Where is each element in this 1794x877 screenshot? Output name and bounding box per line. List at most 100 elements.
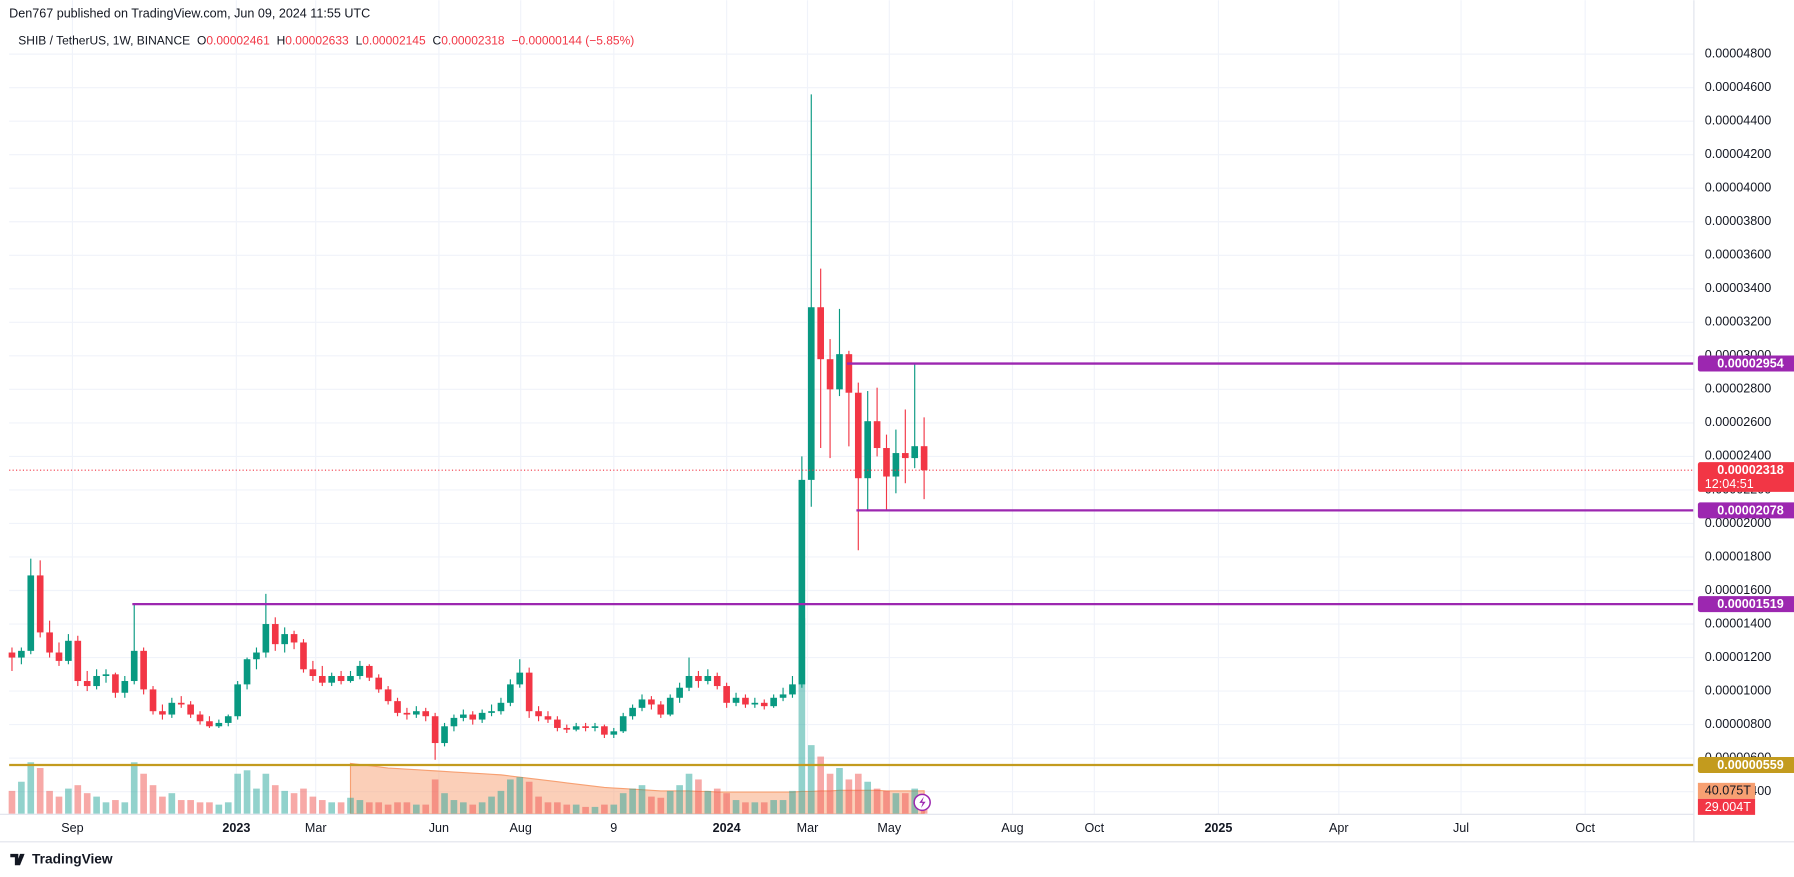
x-tick-label: Aug bbox=[510, 821, 532, 835]
legend-value: 0.00002318 bbox=[441, 34, 505, 48]
brand-logo: TradingView bbox=[10, 852, 113, 867]
volume-bar bbox=[281, 790, 288, 814]
volume-bar bbox=[365, 802, 373, 814]
volume-bar bbox=[826, 773, 834, 814]
candle-body bbox=[685, 675, 693, 688]
volume-bar bbox=[760, 802, 768, 814]
volume-bar bbox=[121, 802, 129, 814]
volume-bar bbox=[290, 793, 298, 814]
y-tick-label: 0.00001200 bbox=[1705, 650, 1771, 664]
x-tick-label: Apr bbox=[1329, 821, 1349, 835]
candle-body bbox=[431, 716, 439, 744]
volume-ma-label: 40.075T bbox=[1705, 784, 1751, 798]
volume-bar bbox=[384, 804, 392, 814]
grid bbox=[9, 0, 1694, 814]
candle-body bbox=[102, 674, 110, 676]
candle-body bbox=[55, 652, 63, 661]
candle-body bbox=[582, 726, 589, 728]
x-tick-label: 2023 bbox=[222, 821, 250, 835]
candle-body bbox=[864, 421, 872, 479]
candle-body bbox=[253, 652, 260, 660]
volume-bar bbox=[403, 802, 411, 814]
candle-body bbox=[140, 650, 147, 690]
candle-body bbox=[262, 624, 270, 653]
candle-body bbox=[826, 359, 834, 390]
candle-body bbox=[488, 711, 495, 713]
x-tick-label: Jul bbox=[1453, 821, 1469, 835]
candle-body bbox=[695, 675, 702, 682]
volume-bar bbox=[535, 796, 542, 814]
x-tick-label: Mar bbox=[797, 821, 819, 835]
replay-icon bbox=[913, 793, 931, 812]
volume-bar bbox=[695, 779, 702, 814]
publish-info: Den767 published on TradingView.com, Jun… bbox=[9, 6, 370, 20]
x-tick-label: Jun bbox=[429, 821, 449, 835]
candle-body bbox=[572, 726, 580, 730]
volume-bar bbox=[836, 768, 843, 814]
volume-bar bbox=[215, 804, 223, 814]
volume-bar bbox=[676, 785, 683, 814]
level-label: 0.00002954 bbox=[1717, 356, 1783, 370]
volume-bar bbox=[572, 804, 580, 814]
candle-body bbox=[318, 675, 326, 683]
volume-bar bbox=[149, 785, 157, 814]
candle-body bbox=[638, 699, 646, 708]
legend-key: H bbox=[277, 34, 286, 48]
candle-body bbox=[328, 675, 336, 683]
volume-bar bbox=[845, 779, 853, 814]
x-tick-label: 2025 bbox=[1204, 821, 1232, 835]
legend-symbol: SHIB / TetherUS, 1W, BINANCE bbox=[18, 34, 190, 48]
candle-body bbox=[46, 632, 53, 653]
volume-ma-box bbox=[1697, 782, 1756, 799]
volume-bar bbox=[732, 800, 740, 814]
volume-bar bbox=[742, 802, 749, 814]
legend-value: 0.00002633 bbox=[285, 34, 349, 48]
candle-body bbox=[732, 697, 740, 703]
volume-pane bbox=[8, 618, 928, 815]
volume-bar bbox=[450, 800, 458, 814]
candle-body bbox=[65, 640, 72, 661]
candle-body bbox=[751, 702, 759, 705]
candle-body bbox=[619, 716, 627, 732]
volume-bar bbox=[140, 773, 147, 814]
volume-bar bbox=[46, 790, 53, 814]
candle-body bbox=[836, 354, 843, 390]
countdown: 12:04:51 bbox=[1705, 477, 1754, 491]
candle-body bbox=[27, 575, 35, 651]
legend-change: −0.00000144 (−5.85%) bbox=[511, 34, 634, 48]
candle-body bbox=[478, 712, 486, 720]
level-label-box bbox=[1697, 502, 1794, 519]
volume-bar bbox=[713, 788, 721, 814]
candle-body bbox=[873, 421, 881, 449]
legend-key: C bbox=[433, 34, 442, 48]
x-tick-label: Mar bbox=[305, 821, 327, 835]
volume-bar bbox=[751, 802, 759, 814]
y-tick-label: 0.00001400 bbox=[1705, 616, 1771, 630]
candle-body bbox=[648, 699, 655, 705]
level-label: 0.00002078 bbox=[1717, 503, 1783, 517]
candle-body bbox=[375, 677, 383, 690]
volume-bar bbox=[516, 777, 524, 814]
volume-bar bbox=[83, 793, 91, 814]
candle-body bbox=[845, 354, 853, 393]
candle-body bbox=[704, 675, 712, 682]
candle-body bbox=[159, 711, 166, 715]
candle-body bbox=[300, 642, 307, 670]
volume-bar bbox=[422, 804, 430, 814]
candle-body bbox=[507, 684, 514, 703]
candle-body bbox=[290, 634, 298, 643]
y-tick-label: 0.00002400 bbox=[1705, 449, 1771, 463]
candle-body bbox=[723, 686, 730, 703]
volume-bar bbox=[657, 797, 665, 814]
candle-body bbox=[789, 684, 796, 695]
candle-body bbox=[403, 712, 411, 715]
volume-bar bbox=[591, 806, 599, 814]
candle-body bbox=[657, 704, 665, 715]
candle-body bbox=[93, 675, 100, 687]
candle-body bbox=[920, 446, 928, 471]
volume-bar bbox=[36, 768, 44, 814]
y-tick-label: 0.00002800 bbox=[1705, 382, 1771, 396]
brand-name: TradingView bbox=[32, 852, 113, 867]
